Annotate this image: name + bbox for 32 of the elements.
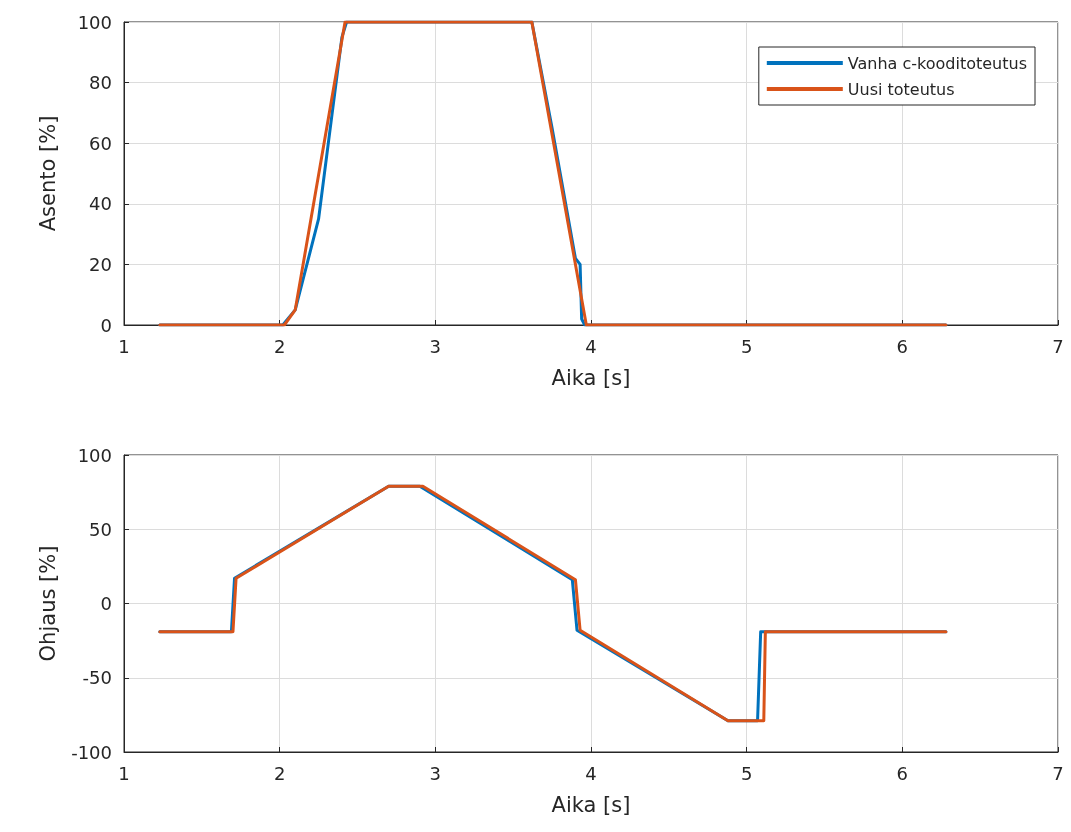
- y-tick-label: 40: [89, 193, 112, 215]
- x-tick-label: 2: [273, 335, 286, 357]
- x-axis-title: Aika [s]: [551, 792, 631, 817]
- y-tick-label: 100: [77, 11, 112, 33]
- x-tick-label: 5: [740, 762, 753, 784]
- x-tick-label: 3: [429, 762, 442, 784]
- x-tick-label: 1: [118, 762, 130, 784]
- x-tick-label: 7: [1052, 335, 1064, 357]
- y-tick-label: 100: [77, 444, 112, 466]
- x-tick-label: 7: [1052, 762, 1064, 784]
- x-tick-label: 3: [429, 335, 442, 357]
- y-tick-label: 50: [89, 518, 112, 540]
- legend-label: Uusi toteutus: [847, 79, 955, 99]
- y-tick-label: 20: [89, 253, 112, 275]
- x-tick-label: 1: [118, 335, 130, 357]
- y-tick-label: 60: [89, 132, 112, 154]
- line-series: [158, 484, 948, 723]
- y-tick-label: -100: [71, 741, 112, 763]
- x-tick-label: 5: [740, 335, 753, 357]
- x-axis-title: Aika [s]: [551, 365, 631, 390]
- x-tick-label: 6: [896, 335, 909, 357]
- x-tick-label: 6: [896, 762, 909, 784]
- x-tick-label: 4: [585, 762, 597, 784]
- y-tick-label: 0: [100, 593, 112, 614]
- y-axis-title: Asento [%]: [35, 115, 60, 232]
- x-tick-label: 2: [273, 762, 286, 784]
- y-tick-label: 0: [100, 314, 112, 336]
- y-tick-label: -50: [82, 667, 112, 689]
- legend-label: Vanha c-kooditoteutus: [847, 53, 1028, 73]
- y-tick-label: 80: [89, 72, 112, 94]
- x-tick-label: 4: [585, 335, 597, 357]
- y-axis-title: Ohjaus [%]: [35, 545, 60, 662]
